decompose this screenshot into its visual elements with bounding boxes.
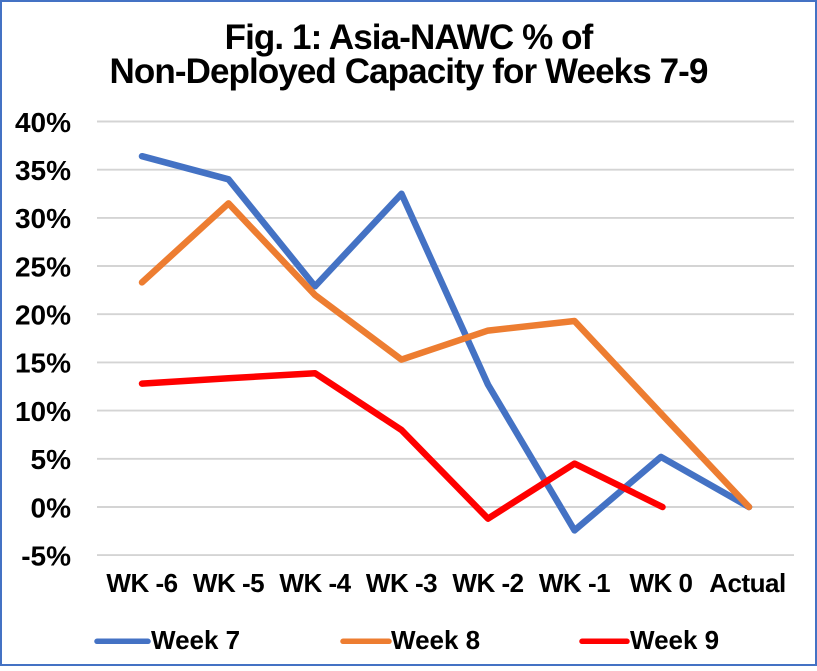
svg-text:15%: 15%: [15, 348, 71, 379]
svg-text:WK -2: WK -2: [452, 568, 523, 598]
svg-text:WK -1: WK -1: [539, 568, 610, 598]
svg-text:30%: 30%: [15, 203, 71, 234]
svg-text:Week 7: Week 7: [151, 625, 240, 655]
svg-text:25%: 25%: [15, 251, 71, 282]
svg-text:WK -4: WK -4: [279, 568, 351, 598]
svg-text:Actual: Actual: [709, 568, 785, 598]
svg-text:5%: 5%: [31, 444, 72, 475]
svg-text:Week 9: Week 9: [630, 625, 719, 655]
svg-text:WK -5: WK -5: [193, 568, 264, 598]
svg-text:20%: 20%: [15, 300, 71, 331]
svg-text:40%: 40%: [15, 107, 71, 138]
svg-text:Fig. 1: Asia-NAWC % of: Fig. 1: Asia-NAWC % of: [225, 18, 594, 57]
svg-text:WK -3: WK -3: [366, 568, 437, 598]
svg-text:Week 8: Week 8: [391, 625, 480, 655]
svg-text:10%: 10%: [15, 396, 71, 427]
svg-text:WK -6: WK -6: [106, 568, 177, 598]
svg-text:-5%: -5%: [21, 540, 71, 571]
svg-text:WK 0: WK 0: [630, 568, 693, 598]
svg-text:0%: 0%: [31, 492, 72, 523]
svg-text:Non-Deployed Capacity for Week: Non-Deployed Capacity for Weeks 7-9: [109, 52, 707, 91]
svg-text:35%: 35%: [15, 155, 71, 186]
